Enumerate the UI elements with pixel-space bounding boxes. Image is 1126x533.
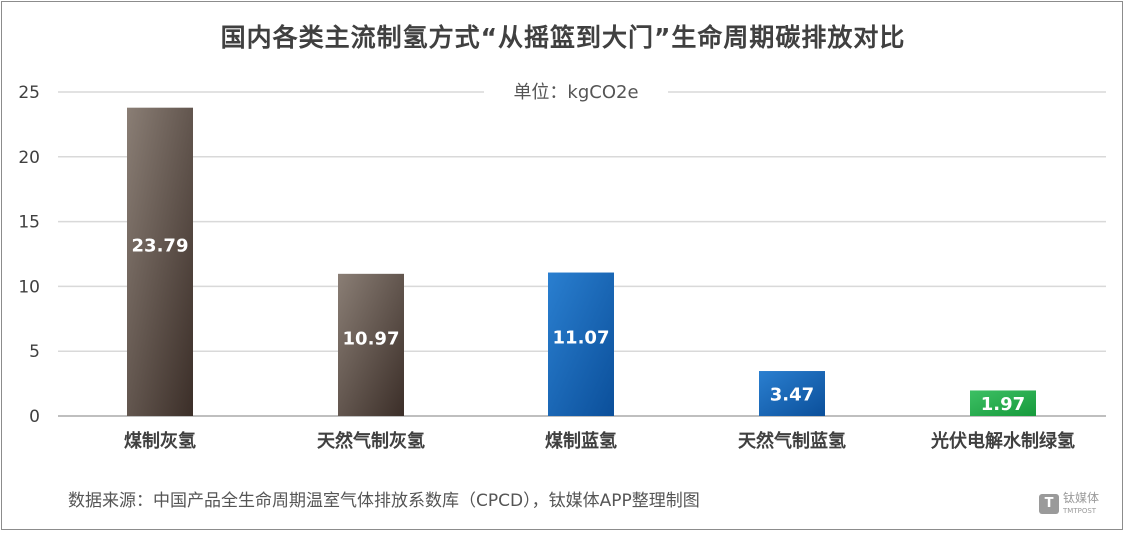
bar-chart: 0 5 10 15 20 25 单位：kgCO2e 23.79 煤制灰氢 10.97 天然气制灰…: [18, 82, 1106, 452]
x-category-label: 光伏电解水制绿氢: [930, 430, 1075, 452]
y-tick-label: 10: [18, 277, 40, 297]
source-note: 数据来源：中国产品全生命周期温室气体排放系数库（CPCD），钛媒体APP整理制图: [68, 491, 700, 511]
label-layer: 23.79 煤制灰氢 10.97 天然气制灰氢 11.07 煤制蓝氢 3.47 天然气制蓝氢 1…: [124, 235, 1075, 452]
bar-layer: [127, 107, 1036, 416]
unit-label-layer: 单位：kgCO2e: [513, 82, 638, 103]
bar: [970, 390, 1036, 416]
x-category-label: 天然气制灰氢: [317, 430, 425, 452]
bar-value-label: 3.47: [770, 385, 814, 406]
y-tick-label: 25: [18, 83, 40, 103]
y-tick-label: 20: [18, 148, 40, 168]
x-category-label: 天然气制蓝氢: [738, 430, 846, 452]
watermark-brand: 钛媒体: [1063, 491, 1100, 505]
bar: [338, 273, 404, 416]
bar: [759, 371, 825, 416]
chart-title: 国内各类主流制氢方式“从摇篮到大门”生命周期碳排放对比: [220, 23, 906, 52]
bar-value-label: 10.97: [343, 328, 400, 349]
bar-value-label: 11.07: [553, 328, 610, 349]
bar: [127, 107, 193, 416]
watermark-logo: T: [1039, 494, 1059, 514]
y-tick-label: 0: [29, 407, 40, 427]
y-tick-label: 15: [18, 213, 40, 233]
x-category-label: 煤制蓝氢: [545, 430, 617, 452]
unit-label: 单位：kgCO2e: [513, 82, 638, 103]
y-tick-label: 5: [29, 342, 40, 362]
x-category-label: 煤制灰氢: [124, 430, 196, 452]
grid-layer: 0 5 10 15 20 25: [18, 83, 1106, 427]
bar: [548, 272, 614, 416]
watermark-sub: TMTPOST: [1063, 507, 1097, 515]
bar-value-label: 23.79: [132, 235, 189, 256]
bar-value-label: 1.97: [981, 394, 1025, 415]
